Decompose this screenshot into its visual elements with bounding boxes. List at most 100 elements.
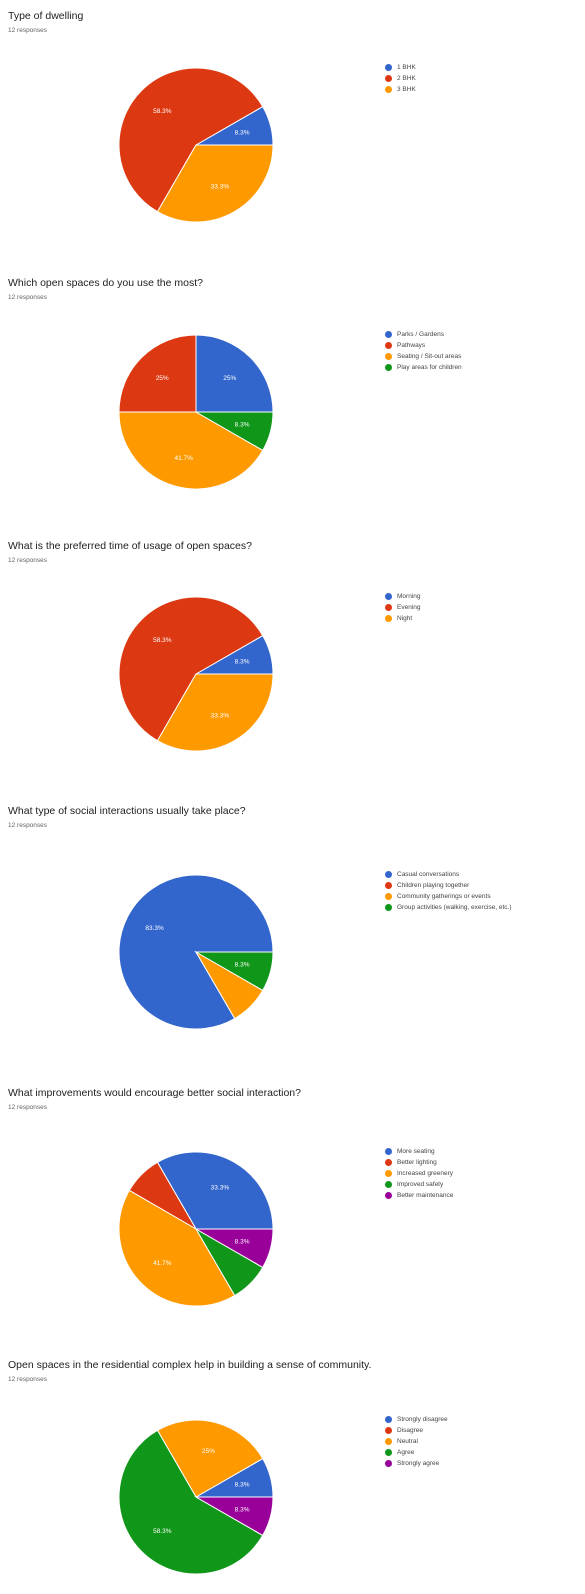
response-count: 12 responses	[8, 822, 48, 829]
legend-item[interactable]: Better maintenance	[385, 1190, 453, 1201]
legend-item[interactable]: Disagree	[385, 1425, 448, 1436]
legend-label: Neutral	[397, 1438, 418, 1445]
chart-section: What type of social interactions usually…	[0, 805, 585, 1049]
legend-item[interactable]: 2 BHK	[385, 73, 416, 84]
question-title: What improvements would encourage better…	[8, 1087, 301, 1099]
legend-label: Casual conversations	[397, 871, 460, 878]
pie-chart: 8.3% 58.3% 33.3%	[118, 596, 274, 752]
legend-item[interactable]: Play areas for children	[385, 362, 462, 373]
legend-dot-icon	[385, 871, 392, 878]
slice-label: 8.3%	[235, 961, 250, 968]
pie-slice	[118, 67, 264, 213]
legend-label: Increased greenery	[397, 1170, 454, 1177]
legend-item[interactable]: Evening	[385, 602, 421, 613]
chart-section: What improvements would encourage better…	[0, 1087, 585, 1326]
legend-item[interactable]: Pathways	[385, 340, 462, 351]
legend-label: Improved safety	[397, 1181, 444, 1188]
slice-label: 8.3%	[235, 1238, 250, 1245]
pie-slice	[118, 1429, 264, 1575]
legend-item[interactable]: Strongly agree	[385, 1458, 448, 1469]
legend-item[interactable]: Neutral	[385, 1436, 448, 1447]
slice-label: 33.3%	[211, 1185, 230, 1192]
pie-chart: 8.3% 25% 58.3% 8.3%	[118, 1419, 274, 1575]
legend-item[interactable]: Group activities (walking, exercise, etc…	[385, 902, 512, 913]
legend-item[interactable]: Casual conversations	[385, 869, 512, 880]
chart-section: Which open spaces do you use the most? 12…	[0, 277, 585, 509]
legend-label: Community gatherings or events	[397, 893, 491, 900]
legend: Strongly disagree Disagree Neutral Agree Str…	[385, 1414, 448, 1469]
legend-dot-icon	[385, 64, 392, 71]
question-title: Type of dwelling	[8, 10, 84, 22]
legend-dot-icon	[385, 1460, 392, 1467]
legend-dot-icon	[385, 75, 392, 82]
legend-dot-icon	[385, 893, 392, 900]
legend-label: Group activities (walking, exercise, etc…	[397, 904, 512, 911]
legend-dot-icon	[385, 1170, 392, 1177]
legend-label: 2 BHK	[397, 75, 416, 82]
legend-dot-icon	[385, 615, 392, 622]
legend-dot-icon	[385, 331, 392, 338]
slice-label: 58.3%	[153, 637, 172, 644]
pie-slice	[194, 951, 274, 992]
legend-dot-icon	[385, 1416, 392, 1423]
legend-item[interactable]: More seating	[385, 1146, 453, 1157]
legend-item[interactable]: Better lighting	[385, 1157, 453, 1168]
response-count: 12 responses	[8, 1376, 48, 1383]
pie-chart: 33.3% 41.7% 8.3%	[118, 1151, 274, 1307]
legend-item[interactable]: Children playing together	[385, 880, 512, 891]
legend: Casual conversations Children playing tog…	[385, 869, 512, 913]
chart-section: Open spaces in the residential complex h…	[0, 1359, 585, 1594]
response-count: 12 responses	[8, 294, 48, 301]
legend-item[interactable]: Increased greenery	[385, 1168, 453, 1179]
chart-section: Type of dwelling 12 responses 8.3% 58.3% 33.…	[0, 10, 585, 242]
question-title: Which open spaces do you use the most?	[8, 277, 203, 289]
response-count: 12 responses	[8, 27, 48, 34]
legend-label: Strongly agree	[397, 1460, 440, 1467]
legend-item[interactable]: Morning	[385, 591, 421, 602]
legend-dot-icon	[385, 1449, 392, 1456]
legend-item[interactable]: Seating / Sit-out areas	[385, 351, 462, 362]
slice-label: 25%	[156, 375, 169, 382]
pie-slice	[118, 596, 264, 742]
slice-label: 8.3%	[235, 421, 250, 428]
legend-label: Evening	[397, 604, 421, 611]
pie-slice	[156, 1419, 264, 1498]
pie-slice	[156, 673, 274, 752]
pie-chart: 8.3% 58.3% 33.3%	[118, 67, 274, 223]
slice-label: 41.7%	[174, 455, 193, 462]
legend-item[interactable]: 3 BHK	[385, 84, 416, 95]
pie-slice	[194, 1228, 274, 1269]
pie-slice	[118, 1189, 236, 1307]
slice-label: 8.3%	[235, 659, 250, 666]
legend: 1 BHK 2 BHK 3 BHK	[385, 62, 416, 95]
pie-slice	[194, 1496, 274, 1537]
legend-item[interactable]: Improved safety	[385, 1179, 453, 1190]
legend-dot-icon	[385, 1438, 392, 1445]
legend-item[interactable]: 1 BHK	[385, 62, 416, 73]
legend-label: Parks / Gardens	[397, 331, 444, 338]
legend-dot-icon	[385, 604, 392, 611]
pie-slice	[194, 411, 274, 452]
legend-item[interactable]: Parks / Gardens	[385, 329, 462, 340]
legend-item[interactable]: Night	[385, 613, 421, 624]
legend-dot-icon	[385, 1427, 392, 1434]
legend-dot-icon	[385, 1148, 392, 1155]
legend-dot-icon	[385, 353, 392, 360]
legend-dot-icon	[385, 904, 392, 911]
question-title: Open spaces in the residential complex h…	[8, 1359, 372, 1371]
legend-dot-icon	[385, 342, 392, 349]
legend-dot-icon	[385, 1181, 392, 1188]
legend-label: Better lighting	[397, 1159, 437, 1166]
response-count: 12 responses	[8, 1104, 48, 1111]
legend-label: Strongly disagree	[397, 1416, 448, 1423]
legend-item[interactable]: Strongly disagree	[385, 1414, 448, 1425]
slice-label: 58.3%	[153, 108, 172, 115]
slice-label: 41.7%	[153, 1260, 172, 1267]
pie-chart: 25% 25% 41.7% 8.3%	[118, 334, 274, 490]
pie-slice	[118, 334, 197, 413]
legend-label: Night	[397, 615, 413, 622]
response-count: 12 responses	[8, 557, 48, 564]
legend-label: 3 BHK	[397, 86, 416, 93]
legend-item[interactable]: Community gatherings or events	[385, 891, 512, 902]
legend-item[interactable]: Agree	[385, 1447, 448, 1458]
